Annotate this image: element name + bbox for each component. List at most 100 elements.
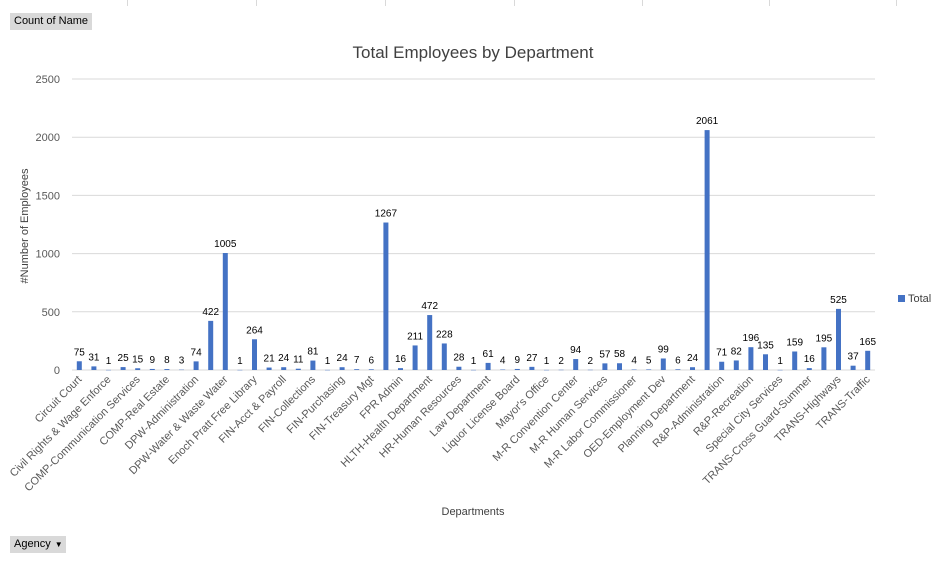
data-label: 71 (716, 348, 728, 359)
bar (792, 351, 798, 370)
x-tick-label: TRANS-Traffic (814, 373, 873, 432)
data-label: 24 (337, 353, 349, 364)
data-label: 1 (777, 356, 783, 367)
bar (733, 360, 739, 370)
bar (135, 368, 141, 370)
x-tick-label: COMP-Communication Services (22, 373, 143, 494)
bar (836, 308, 841, 370)
data-label: 99 (658, 344, 670, 355)
data-label: 7 (354, 355, 360, 366)
bar (763, 354, 768, 370)
bar (164, 369, 170, 370)
y-tick-label: 2500 (36, 74, 60, 86)
data-label: 2 (588, 356, 594, 367)
data-label: 1 (106, 356, 112, 367)
bar (412, 345, 418, 370)
dropdown-arrow-icon: ▼ (54, 540, 63, 549)
y-tick-label: 1500 (36, 190, 60, 202)
data-label: 11 (293, 355, 304, 366)
data-label: 472 (421, 301, 438, 312)
data-label: 1 (237, 356, 243, 367)
data-label: 135 (757, 340, 774, 351)
bar (646, 369, 652, 370)
data-label: 94 (570, 345, 582, 356)
y-tick-label: 1000 (36, 249, 60, 261)
bar (704, 130, 710, 370)
pivot-axis-field-button[interactable]: Agency ▼ (10, 536, 66, 553)
bar (266, 367, 272, 370)
data-label: 28 (453, 353, 465, 364)
y-tick-label: 500 (42, 307, 60, 319)
data-label: 21 (264, 354, 276, 365)
data-label: 25 (118, 353, 130, 364)
bar (149, 368, 155, 370)
data-label: 16 (395, 354, 407, 365)
pivot-axis-field-label: Agency (14, 538, 51, 550)
data-label: 2061 (696, 116, 719, 127)
data-label: 211 (407, 331, 423, 342)
data-label: 8 (164, 355, 170, 366)
data-label: 75 (74, 347, 86, 358)
data-label: 74 (191, 347, 203, 358)
data-label: 27 (526, 353, 538, 364)
bar (719, 361, 725, 370)
bar (529, 366, 535, 370)
bar (91, 366, 97, 370)
data-label: 196 (743, 333, 760, 344)
bar (821, 347, 827, 370)
chart-gridlines (72, 78, 875, 371)
bar (383, 222, 389, 370)
data-label: 57 (599, 349, 611, 360)
bar (865, 350, 871, 370)
data-label: 4 (500, 356, 506, 367)
legend: Total (898, 293, 931, 305)
pivot-value-field-button[interactable]: Count of Name (10, 13, 92, 30)
y-tick-label: 0 (54, 365, 60, 377)
data-label: 82 (731, 346, 743, 357)
bar (427, 315, 433, 370)
bar (748, 347, 754, 370)
bar (675, 369, 681, 370)
bar (660, 358, 666, 370)
bar (339, 367, 345, 370)
bar (208, 320, 214, 370)
bar (514, 368, 520, 370)
data-label: 24 (687, 353, 699, 364)
data-label: 6 (675, 355, 681, 366)
bar (441, 343, 447, 370)
bar (281, 367, 287, 370)
data-label: 81 (307, 347, 319, 358)
data-label: 9 (150, 355, 156, 366)
data-label: 159 (786, 337, 803, 348)
bar (806, 368, 812, 370)
bar (76, 361, 82, 370)
y-tick-label: 2000 (36, 132, 60, 144)
data-label: 1005 (214, 239, 237, 250)
bar (368, 369, 374, 370)
bar (120, 367, 126, 370)
bar (602, 363, 608, 370)
data-label: 422 (202, 307, 219, 318)
data-label: 1267 (375, 209, 398, 220)
bar (573, 359, 579, 370)
data-label: 4 (631, 356, 637, 367)
bar (617, 363, 622, 370)
data-label: 2 (558, 356, 564, 367)
data-label: 15 (132, 354, 144, 365)
bar (398, 368, 403, 370)
data-label: 61 (483, 349, 495, 360)
data-label: 5 (646, 355, 652, 366)
data-label: 16 (804, 354, 816, 365)
bar (850, 365, 856, 370)
data-label: 37 (848, 352, 860, 363)
data-label: 195 (816, 333, 833, 344)
bar (485, 362, 491, 370)
legend-label: Total (908, 293, 931, 305)
data-label: 58 (614, 349, 626, 360)
bar (354, 369, 360, 370)
data-label: 3 (179, 356, 185, 367)
data-label: 6 (369, 355, 375, 366)
